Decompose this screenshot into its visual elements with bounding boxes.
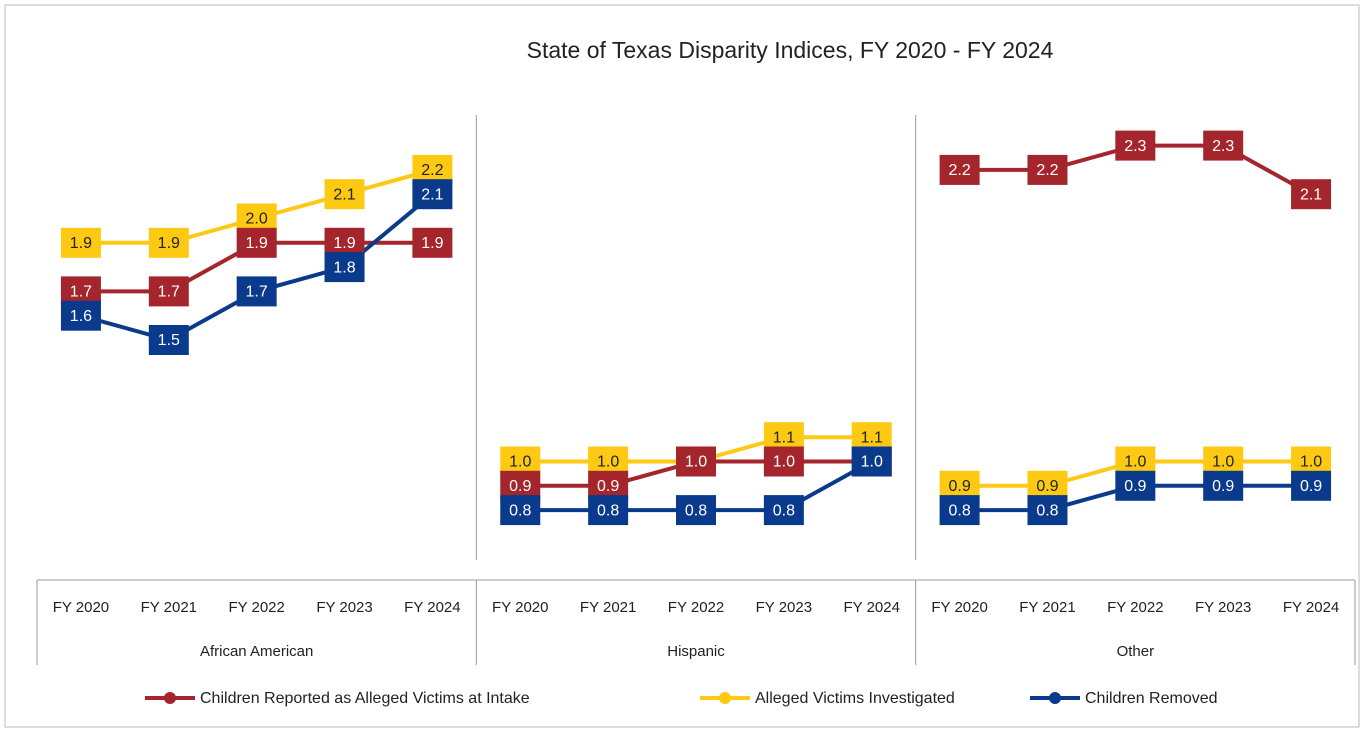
data-label-box — [148, 276, 189, 307]
x-tick-label: FY 2024 — [1283, 599, 1339, 616]
data-label: 2.1 — [333, 186, 355, 203]
group-label: Other — [1117, 643, 1155, 660]
data-label: 1.7 — [70, 284, 92, 301]
data-label: 1.6 — [70, 308, 92, 325]
data-label-box — [676, 446, 716, 477]
data-label-box — [1027, 495, 1068, 526]
data-label-box — [412, 179, 453, 210]
data-label-box — [851, 446, 892, 477]
data-label-box — [60, 227, 101, 258]
data-label: 1.1 — [773, 429, 795, 446]
x-tick-label: FY 2021 — [580, 599, 636, 616]
data-label: 2.1 — [421, 186, 443, 203]
x-tick-label: FY 2023 — [316, 599, 372, 616]
group-label: Hispanic — [667, 643, 725, 660]
group-label: African American — [200, 643, 313, 660]
x-tick-label: FY 2024 — [404, 599, 460, 616]
data-label: 0.9 — [1300, 478, 1322, 495]
data-label-box — [1115, 470, 1156, 501]
data-label-box — [1291, 470, 1332, 501]
data-label: 0.8 — [509, 502, 531, 519]
x-tick-label: FY 2024 — [844, 599, 900, 616]
data-label: 1.0 — [773, 454, 795, 471]
data-label: 1.0 — [685, 454, 707, 471]
legend-marker — [164, 692, 176, 704]
data-label-box — [148, 325, 189, 355]
data-label: 1.5 — [158, 332, 180, 349]
data-label: 2.1 — [1300, 186, 1322, 203]
legend-marker — [1049, 692, 1061, 704]
data-label: 1.9 — [158, 235, 180, 252]
data-label-box — [148, 227, 189, 258]
data-label-box — [763, 446, 804, 477]
data-label: 0.9 — [509, 478, 531, 495]
data-label: 0.9 — [597, 478, 619, 495]
legend-marker — [719, 692, 731, 704]
data-label-box — [412, 227, 453, 258]
data-label-box — [588, 495, 629, 526]
x-tick-label: FY 2020 — [53, 599, 109, 616]
data-label-box — [763, 495, 804, 526]
x-tick-label: FY 2023 — [1195, 599, 1251, 616]
data-label: 0.8 — [597, 502, 619, 519]
data-label: 0.8 — [773, 502, 795, 519]
data-label: 2.3 — [1124, 138, 1146, 155]
data-label-box — [324, 179, 365, 210]
data-label-box — [1115, 130, 1156, 161]
x-tick-label: FY 2021 — [141, 599, 197, 616]
data-label-box — [939, 495, 980, 526]
data-label-box — [676, 495, 716, 526]
data-label: 1.8 — [333, 259, 355, 276]
data-label-box — [1203, 470, 1244, 501]
data-label: 2.2 — [1036, 162, 1058, 179]
legend-label: Children Reported as Alleged Victims at … — [200, 690, 530, 707]
data-label-box — [236, 227, 277, 258]
data-label-box — [1291, 179, 1332, 210]
data-label: 0.8 — [685, 502, 707, 519]
x-tick-label: FY 2020 — [931, 599, 987, 616]
data-label: 1.0 — [1300, 454, 1322, 471]
x-tick-label: FY 2023 — [756, 599, 812, 616]
data-label-box — [500, 495, 541, 526]
x-tick-label: FY 2022 — [228, 599, 284, 616]
data-label: 1.7 — [158, 284, 180, 301]
data-label: 0.9 — [948, 478, 970, 495]
data-label: 2.0 — [246, 211, 268, 228]
x-tick-label: FY 2020 — [492, 599, 548, 616]
data-label: 1.0 — [597, 454, 619, 471]
data-label: 2.2 — [421, 162, 443, 179]
data-label: 1.9 — [333, 235, 355, 252]
legend-label: Alleged Victims Investigated — [755, 690, 955, 707]
data-label: 1.9 — [70, 235, 92, 252]
data-label: 0.8 — [1036, 502, 1058, 519]
data-label: 0.9 — [1212, 478, 1234, 495]
x-tick-label: FY 2022 — [1107, 599, 1163, 616]
data-label: 1.1 — [861, 429, 883, 446]
x-tick-label: FY 2021 — [1019, 599, 1075, 616]
data-label: 0.9 — [1124, 478, 1146, 495]
data-label: 0.9 — [1036, 478, 1058, 495]
data-label: 1.0 — [1124, 454, 1146, 471]
data-label: 1.0 — [509, 454, 531, 471]
data-label: 2.2 — [948, 162, 970, 179]
data-label: 1.0 — [861, 454, 883, 471]
data-label-box — [1027, 154, 1068, 185]
x-tick-label: FY 2022 — [668, 599, 724, 616]
data-label-box — [236, 276, 277, 307]
data-label-box — [1203, 130, 1244, 161]
chart-title: State of Texas Disparity Indices, FY 202… — [527, 37, 1054, 63]
data-label-box — [939, 154, 980, 185]
data-label-box — [60, 300, 101, 331]
data-label: 1.9 — [246, 235, 268, 252]
chart-border — [4, 4, 1360, 728]
legend-label: Children Removed — [1085, 690, 1218, 707]
data-label-box — [324, 252, 365, 283]
data-label: 0.8 — [948, 502, 970, 519]
data-label: 1.7 — [246, 284, 268, 301]
data-label: 1.9 — [421, 235, 443, 252]
data-label: 2.3 — [1212, 138, 1234, 155]
data-label: 1.0 — [1212, 454, 1234, 471]
